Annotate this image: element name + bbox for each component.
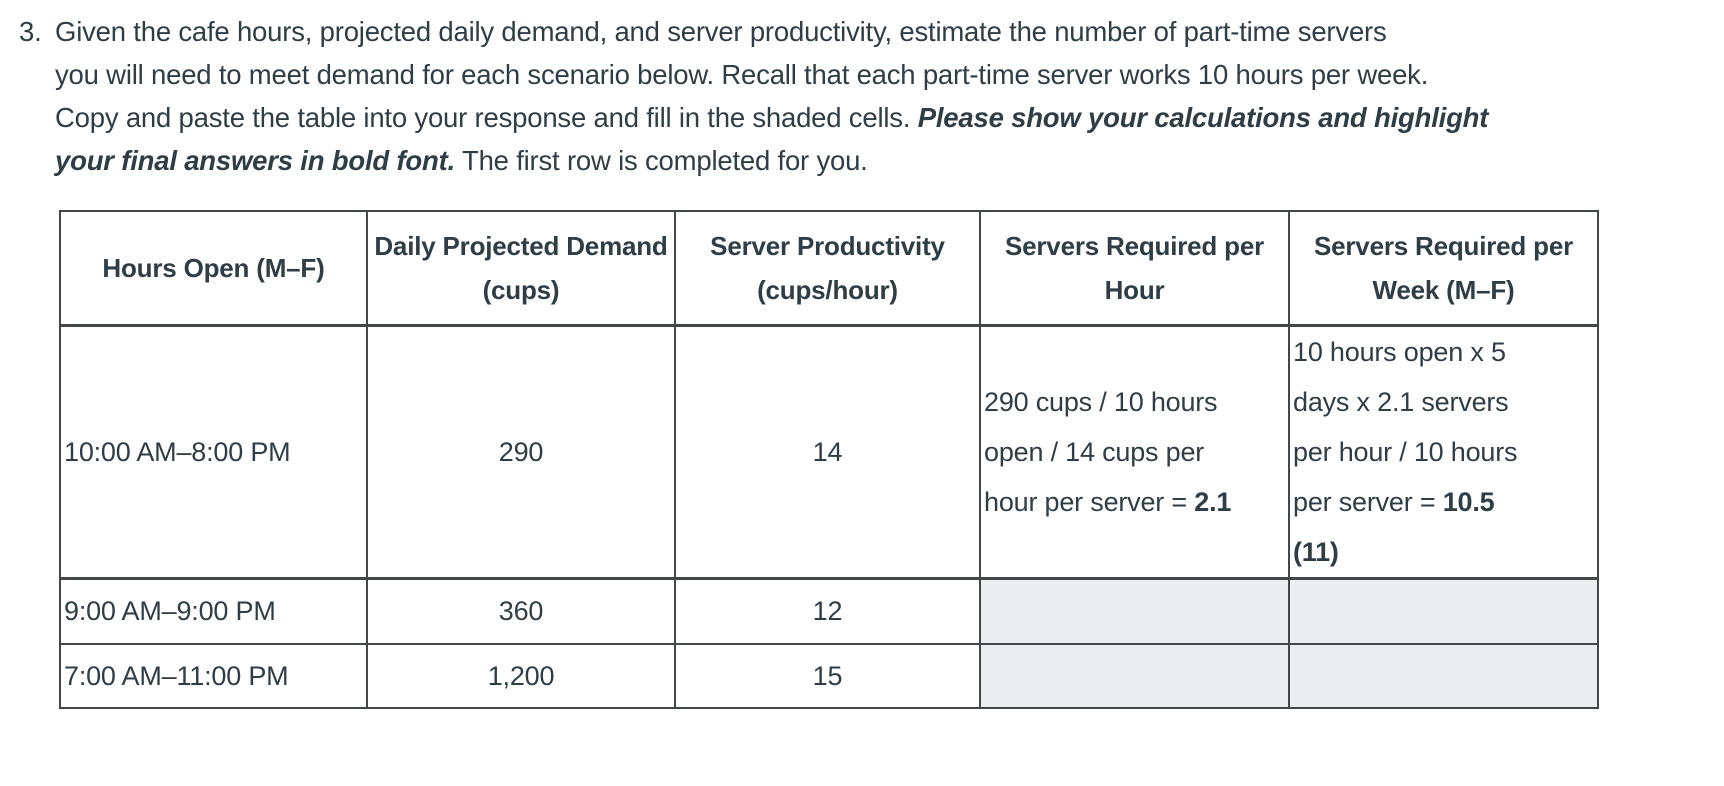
cell-server-productivity: 14 (674, 324, 981, 580)
cell-servers-per-hour-answer-blank (979, 643, 1290, 709)
cell-servers-per-week-answer-blank (1288, 643, 1599, 709)
cell-servers-per-week-answer-blank (1288, 577, 1599, 645)
cell-servers-per-week-calculation: 10 hours open x 5 days x 2.1 servers per h… (1288, 324, 1599, 580)
servers-required-table: Hours Open (M–F) Daily Projected Demand … (59, 210, 1599, 709)
cell-daily-demand: 290 (366, 324, 676, 580)
question-block: 3. Given the cafe hours, projected daily… (0, 0, 1724, 182)
cell-daily-demand: 1,200 (366, 643, 676, 709)
cell-hours-open: 7:00 AM–11:00 PM (59, 643, 368, 709)
cell-hours-open: 10:00 AM–8:00 PM (59, 324, 368, 580)
table-row-completed-example: 10:00 AM–8:00 PM 290 14 290 cups / 10 ho… (59, 324, 1599, 580)
table-row-scenario-2: 9:00 AM–9:00 PM 360 12 (59, 577, 1599, 645)
question-number: 3. (19, 16, 42, 47)
cell-server-productivity: 12 (674, 577, 981, 645)
cell-server-productivity: 15 (674, 643, 981, 709)
question-text: Given the cafe hours, projected daily de… (55, 16, 1489, 176)
table-row-scenario-3: 7:00 AM–11:00 PM 1,200 15 (59, 643, 1599, 709)
table-header-row: Hours Open (M–F) Daily Projected Demand … (59, 210, 1599, 327)
cell-servers-per-hour-answer-blank (979, 577, 1290, 645)
column-header-servers-required-per-week: Servers Required per Week (M–F) (1288, 210, 1599, 327)
column-header-daily-projected-demand: Daily Projected Demand (cups) (366, 210, 676, 327)
column-header-server-productivity: Server Productivity (cups/hour) (674, 210, 981, 327)
cell-hours-open: 9:00 AM–9:00 PM (59, 577, 368, 645)
column-header-servers-required-per-hour: Servers Required per Hour (979, 210, 1290, 327)
column-header-hours-open: Hours Open (M–F) (59, 210, 368, 327)
cell-servers-per-hour-calculation: 290 cups / 10 hours open / 14 cups per hou… (979, 324, 1290, 580)
cell-daily-demand: 360 (366, 577, 676, 645)
